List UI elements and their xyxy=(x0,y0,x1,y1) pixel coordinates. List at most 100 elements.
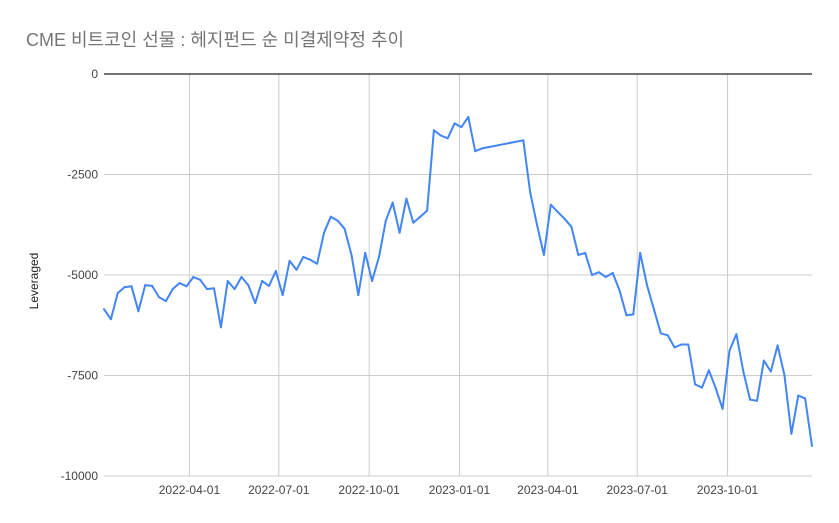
data-point xyxy=(604,276,607,278)
data-point xyxy=(219,326,222,329)
data-point xyxy=(522,139,525,142)
data-point xyxy=(254,302,257,305)
data-point xyxy=(804,397,807,400)
data-point xyxy=(288,259,291,262)
data-point xyxy=(419,215,422,218)
data-point xyxy=(611,272,614,274)
data-point xyxy=(756,399,758,402)
x-tick-label: 2023-01-01 xyxy=(429,483,491,497)
y-tick-label: -7500 xyxy=(67,369,98,383)
data-point xyxy=(639,251,642,254)
y-tick-label: -10000 xyxy=(61,469,99,483)
data-point xyxy=(316,262,319,265)
data-point xyxy=(749,398,752,401)
data-point xyxy=(309,258,312,261)
data-point xyxy=(323,231,325,234)
y-tick-label: -2500 xyxy=(67,168,98,182)
chart-title: CME 비트코인 선물 : 헤지펀드 순 미결제약정 추이 xyxy=(26,30,405,50)
data-point xyxy=(460,126,463,129)
data-point xyxy=(281,294,284,297)
data-point xyxy=(687,343,690,346)
data-point xyxy=(171,288,174,291)
data-point xyxy=(384,219,387,222)
data-point xyxy=(659,332,662,335)
data-point xyxy=(412,221,415,224)
data-point xyxy=(597,271,600,274)
data-point xyxy=(295,268,298,271)
data-point xyxy=(735,333,738,336)
data-point xyxy=(116,292,119,295)
data-point xyxy=(226,280,229,282)
data-point xyxy=(673,346,676,349)
x-tick-label: 2022-10-01 xyxy=(338,483,400,497)
data-point xyxy=(680,343,683,346)
data-point xyxy=(666,334,669,337)
data-point xyxy=(240,276,243,278)
data-point xyxy=(158,296,160,299)
data-point xyxy=(109,318,112,321)
x-tick-label: 2023-04-01 xyxy=(517,483,579,497)
data-point xyxy=(563,217,566,220)
data-point xyxy=(336,219,339,222)
data-point xyxy=(728,349,731,352)
data-point xyxy=(453,122,456,125)
data-point xyxy=(302,255,305,258)
data-point xyxy=(536,223,538,226)
data-point xyxy=(570,225,573,228)
x-tick-labels: 2022-04-01 2022-07-01 2022-10-01 2023-01-01… xyxy=(159,483,759,497)
data-point xyxy=(192,276,195,278)
data-point xyxy=(446,137,449,140)
data-point xyxy=(811,444,813,447)
data-point xyxy=(350,253,353,256)
data-point xyxy=(130,285,133,288)
data-point xyxy=(467,116,470,118)
data-point xyxy=(652,308,655,311)
data-point xyxy=(185,285,188,288)
data-point xyxy=(144,284,147,287)
data-point xyxy=(103,308,105,311)
data-point xyxy=(178,282,181,284)
data-point xyxy=(199,278,202,281)
data-point xyxy=(274,270,277,272)
data-point xyxy=(357,294,360,297)
data-point xyxy=(707,369,710,372)
data-point xyxy=(439,134,442,137)
data-point xyxy=(474,150,477,153)
data-point xyxy=(164,300,167,303)
x-tick-label: 2023-10-01 xyxy=(697,483,759,497)
data-point xyxy=(432,129,435,132)
data-point xyxy=(714,387,717,390)
data-point xyxy=(584,251,587,254)
data-point xyxy=(549,203,552,206)
data-point xyxy=(646,284,648,287)
data-point xyxy=(329,215,332,218)
data-point xyxy=(776,344,779,347)
x-tick-label: 2023-07-01 xyxy=(607,483,669,497)
data-point xyxy=(783,374,786,377)
data-point xyxy=(206,288,209,291)
data-point xyxy=(762,359,765,362)
data-point xyxy=(261,280,264,282)
data-point xyxy=(542,253,545,256)
data-point xyxy=(137,310,140,313)
y-tick-label: -5000 xyxy=(67,268,98,282)
data-point xyxy=(577,253,580,256)
data-point xyxy=(694,383,697,386)
series-layer xyxy=(103,116,813,447)
data-point xyxy=(625,314,628,317)
data-point xyxy=(556,210,559,213)
data-point xyxy=(529,191,532,194)
data-point xyxy=(151,284,154,287)
data-point xyxy=(618,289,621,292)
data-point xyxy=(371,280,374,282)
data-point xyxy=(378,255,380,258)
data-point xyxy=(721,407,724,410)
data-point xyxy=(797,394,800,397)
data-point xyxy=(398,231,401,234)
data-point xyxy=(481,147,484,150)
x-tick-label: 2022-07-01 xyxy=(248,483,310,497)
data-point xyxy=(632,313,635,316)
data-point xyxy=(233,288,236,291)
y-tick-labels: 0 -2500 -5000 -7500 -10000 xyxy=(61,67,99,483)
